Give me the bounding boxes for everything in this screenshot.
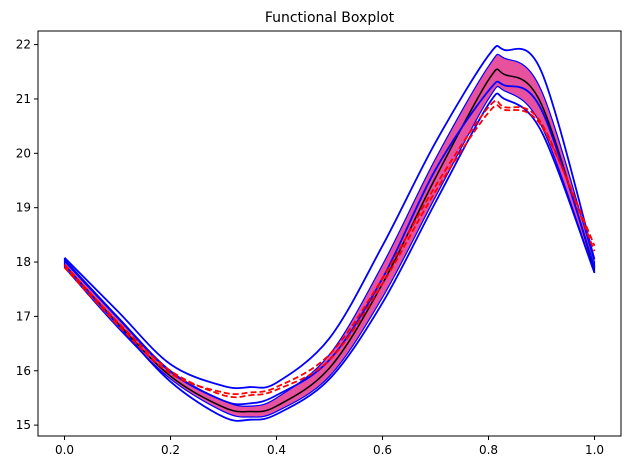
y-tick-label: 16 [16, 364, 31, 378]
plot-frame [37, 30, 622, 437]
outlier-curve [63, 104, 596, 399]
x-tick-label: 0.8 [479, 443, 498, 457]
x-tick-label: 0.4 [267, 443, 286, 457]
x-tick-label: 0.2 [161, 443, 180, 457]
outlier-curve [63, 99, 596, 396]
y-tick-label: 21 [16, 92, 31, 106]
chart-title: Functional Boxplot [265, 10, 395, 26]
x-axis-ticks: 0.0 0.2 0.4 0.6 0.8 1.0 [55, 436, 604, 457]
x-tick-label: 1.0 [585, 443, 604, 457]
whisker-curve [63, 80, 596, 406]
y-tick-label: 19 [16, 201, 31, 215]
x-tick-label: 0.6 [373, 443, 392, 457]
y-tick-label: 15 [16, 418, 31, 432]
median-curve [63, 68, 596, 413]
whisker-curve [63, 45, 596, 390]
y-axis-ticks: 15 16 17 18 19 20 21 22 [16, 38, 38, 432]
whisker-curve [63, 92, 596, 422]
central-region-band [63, 53, 596, 418]
x-tick-label: 0.0 [55, 443, 74, 457]
y-tick-label: 17 [16, 309, 31, 323]
y-tick-label: 20 [16, 146, 31, 160]
plot-layer [63, 45, 596, 422]
y-tick-label: 22 [16, 38, 31, 52]
y-tick-label: 18 [16, 255, 31, 269]
